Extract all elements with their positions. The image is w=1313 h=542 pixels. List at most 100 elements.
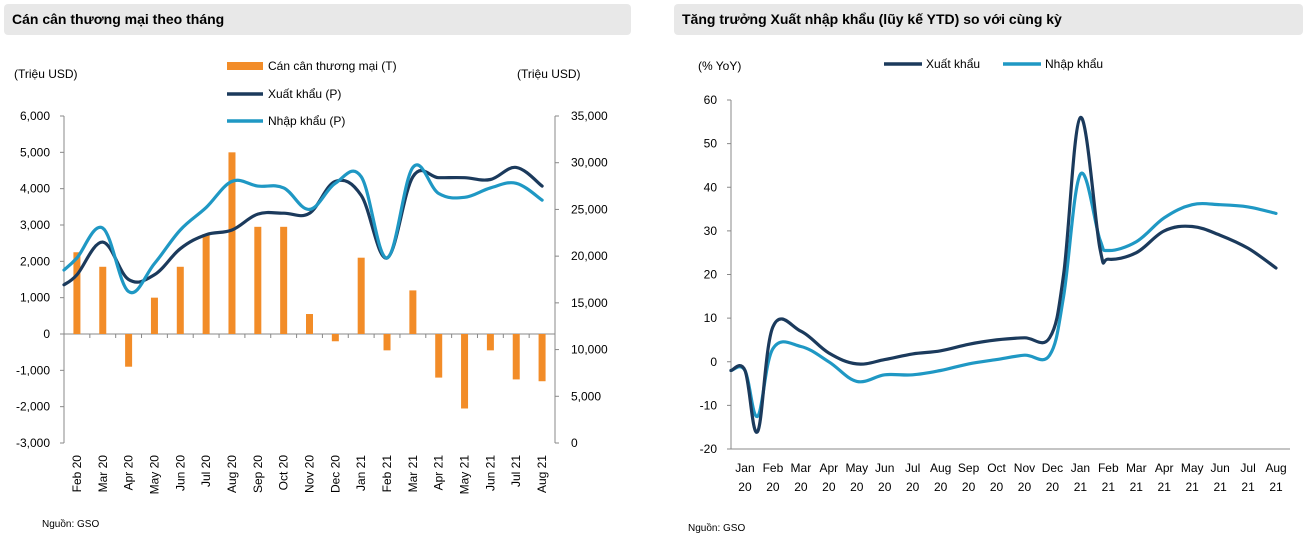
left-tick-label: 2,000 xyxy=(20,254,50,268)
right-legend: Xuất khẩu Nhập khẩu xyxy=(884,57,1103,71)
bar-series-trade-balance xyxy=(73,152,546,409)
bar-feb-21 xyxy=(383,334,391,351)
left-tick-label: 4,000 xyxy=(20,182,50,196)
x-tick-label-month: Feb xyxy=(1098,461,1119,475)
x-tick-label-month: Aug xyxy=(930,461,951,475)
right-tick-label: 20,000 xyxy=(571,249,608,263)
x-tick-label-year: 21 xyxy=(1269,480,1283,494)
line-import xyxy=(62,163,544,295)
x-tick-label: May 20 xyxy=(147,455,161,495)
line-import-yoy xyxy=(729,171,1278,418)
bar-feb-20 xyxy=(73,252,81,334)
x-tick-label-year: 20 xyxy=(1046,480,1060,494)
x-tick-label: Nov 20 xyxy=(303,455,317,493)
y-tick-label: 50 xyxy=(704,137,718,151)
x-tick-label-month: Jun xyxy=(875,461,894,475)
x-tick-label-month: Oct xyxy=(987,461,1006,475)
x-tick-label-year: 20 xyxy=(822,480,836,494)
x-tick-label: Feb 20 xyxy=(70,455,84,493)
right-tick-label: 15,000 xyxy=(571,296,608,310)
x-tick-label-month: Aug xyxy=(1265,461,1286,475)
x-tick-label-month: Mar xyxy=(1126,461,1147,475)
x-tick-label: Oct 20 xyxy=(277,455,291,491)
legend-label-import-yoy: Nhập khẩu xyxy=(1045,57,1103,71)
bar-sep-20 xyxy=(254,226,262,334)
bar-nov-20 xyxy=(306,314,313,334)
y-tick-label: 30 xyxy=(704,224,718,238)
legend-label-export-yoy: Xuất khẩu xyxy=(926,57,980,71)
x-tick-label-month: Feb xyxy=(763,461,784,475)
x-tick-label-month: Nov xyxy=(1014,461,1035,475)
x-tick-label-year: 20 xyxy=(878,480,892,494)
bar-jun-21 xyxy=(486,334,494,351)
x-tick-label: Dec 20 xyxy=(328,455,342,493)
bar-aug-21 xyxy=(538,334,546,382)
x-tick-label-year: 21 xyxy=(1074,480,1088,494)
right-tick-labels: 60 50 40 30 20 10 0 -10 -20 Jan 20 Feb 20 Mar 20 Apr 20 M… xyxy=(700,93,1287,494)
right-tick-label: 25,000 xyxy=(571,202,608,216)
y-tick-label: 20 xyxy=(704,268,718,282)
x-tick-label-month: Jan xyxy=(1071,461,1090,475)
x-tick-label: Sep 20 xyxy=(251,455,265,493)
bar-mar-21 xyxy=(409,290,417,334)
line-series xyxy=(62,163,544,295)
left-tick-label: 3,000 xyxy=(20,218,50,232)
x-tick-label-year: 21 xyxy=(1241,480,1255,494)
bar-jun-20 xyxy=(176,266,184,334)
x-tick-label-year: 20 xyxy=(1018,480,1032,494)
x-tick-label: Jun 20 xyxy=(173,455,187,491)
x-tick-label-month: May xyxy=(1181,461,1204,475)
bar-jul-20 xyxy=(202,234,210,334)
x-tick-label-month: Jul xyxy=(1240,461,1255,475)
y-tick-label: -20 xyxy=(700,442,718,456)
line-export xyxy=(62,165,544,287)
x-tick-label-year: 21 xyxy=(1102,480,1116,494)
bar-jan-21 xyxy=(357,257,365,334)
x-tick-label: Apr 20 xyxy=(122,455,136,491)
x-tick-label: Aug 21 xyxy=(535,455,549,493)
bar-apr-21 xyxy=(435,334,443,378)
x-tick-label: Mar 21 xyxy=(406,455,420,493)
tick-labels: 6,000 5,000 4,000 3,000 2,000 1,000 0 -1,000 -2,… xyxy=(16,109,608,494)
x-tick-label-year: 20 xyxy=(906,480,920,494)
x-tick-label-month: Jul xyxy=(905,461,920,475)
left-tick-label: 1,000 xyxy=(20,291,50,305)
bar-dec-20 xyxy=(331,334,339,342)
x-tick-label: Jun 21 xyxy=(483,455,497,491)
x-tick-label: May 21 xyxy=(458,455,472,495)
bar-may-20 xyxy=(150,297,158,334)
left-chart-title: Cán cân thương mại theo tháng xyxy=(4,4,631,35)
x-tick-label-year: 21 xyxy=(1185,480,1199,494)
x-tick-label: Jan 21 xyxy=(354,455,368,491)
legend-swatch-trade-balance xyxy=(227,62,263,70)
legend-label-trade-balance: Cán cân thương mại (T) xyxy=(268,59,397,73)
left-tick-label: -3,000 xyxy=(16,436,50,450)
x-tick-label-year: 20 xyxy=(766,480,780,494)
x-tick-label-year: 20 xyxy=(738,480,752,494)
x-tick-label: Jul 21 xyxy=(509,455,523,487)
bar-oct-20 xyxy=(280,226,288,334)
legend-label-export: Xuất khẩu (P) xyxy=(268,87,341,101)
left-y-unit: (Triệu USD) xyxy=(14,67,78,81)
x-tick-label-year: 20 xyxy=(962,480,976,494)
x-tick-label-month: Apr xyxy=(1155,461,1174,475)
line-export-yoy xyxy=(729,115,1278,434)
x-tick-label: Feb 21 xyxy=(380,455,394,493)
left-tick-label: -2,000 xyxy=(16,400,50,414)
right-y-unit: (Triệu USD) xyxy=(517,67,581,81)
y-tick-label: 60 xyxy=(704,93,718,107)
left-tick-label: 5,000 xyxy=(20,145,50,159)
right-tick-label: 10,000 xyxy=(571,343,608,357)
x-tick-label-year: 20 xyxy=(990,480,1004,494)
left-tick-label: 6,000 xyxy=(20,109,50,123)
right-tick-label: 5,000 xyxy=(571,389,601,403)
bar-apr-20 xyxy=(125,334,133,367)
bar-jul-21 xyxy=(512,334,520,380)
right-line-series xyxy=(729,115,1278,434)
x-tick-label-month: Apr xyxy=(819,461,838,475)
x-tick-label: Apr 21 xyxy=(432,455,446,491)
right-tick-label: 30,000 xyxy=(571,156,608,170)
x-tick-label-year: 20 xyxy=(794,480,808,494)
legend-label-import: Nhập khẩu (P) xyxy=(268,114,345,128)
bar-may-21 xyxy=(461,334,469,409)
